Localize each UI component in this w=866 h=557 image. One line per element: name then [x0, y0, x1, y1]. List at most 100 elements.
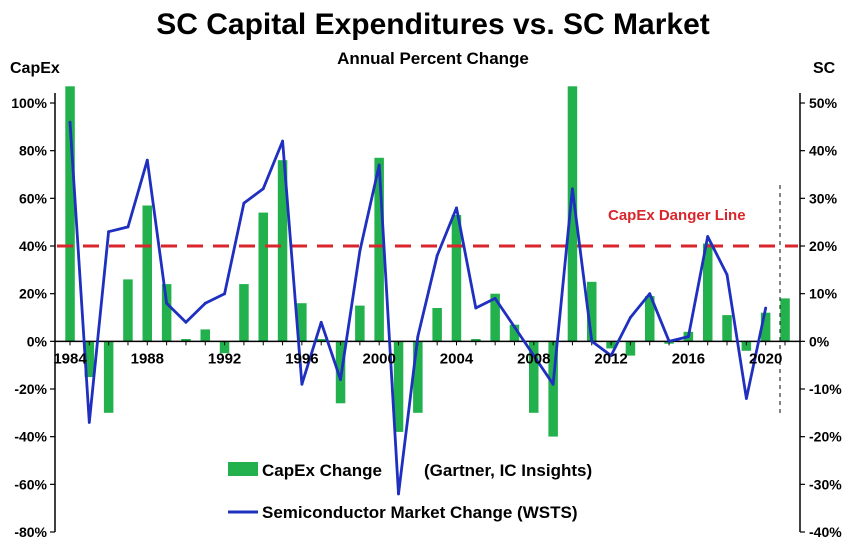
capex-bar [509, 324, 520, 342]
capex-bar [277, 160, 288, 342]
sc-market-point [377, 163, 381, 167]
capex-bar [548, 341, 558, 437]
sc-market-point [145, 158, 149, 162]
tick-labels: 100% 80% 60% 40% 20% 0% -20% -40% -60% -80% 50% 40%… [11, 95, 842, 540]
sc-market-line-group [68, 120, 768, 496]
capex-bar [567, 86, 578, 342]
sc-market-point [281, 139, 284, 143]
capex-bar [374, 157, 384, 342]
sc-market-point [706, 235, 710, 238]
capex-bars [65, 86, 790, 437]
capex-bar [703, 243, 713, 342]
x-tick-label: 1984 [53, 350, 87, 367]
sc-market-point [203, 301, 207, 305]
sc-market-point [223, 292, 227, 296]
capex-bar [84, 341, 95, 377]
left-tick-label: 40% [19, 238, 48, 254]
sc-market-point [416, 335, 420, 338]
legend-capex-source: (Gartner, IC Insights) [424, 461, 592, 480]
right-tick-label: 20% [809, 238, 838, 254]
right-tick-label: 30% [809, 190, 838, 206]
sc-market-point [764, 306, 768, 310]
capex-bar [490, 293, 500, 342]
right-tick-label: -10% [809, 381, 842, 397]
capex-bar [297, 303, 307, 342]
sc-market-point [745, 397, 748, 400]
axes [50, 93, 805, 533]
x-tick-label: 1996 [285, 350, 318, 367]
x-tick-label: 2012 [594, 350, 627, 367]
right-tick-label: -30% [809, 476, 842, 492]
capex-bar [142, 205, 152, 342]
sc-market-point [629, 316, 632, 319]
sc-market-point [300, 382, 304, 386]
sc-market-point [68, 120, 72, 124]
chart-title: SC Capital Expenditures vs. SC Market [156, 8, 710, 41]
sc-market-point [609, 354, 613, 357]
x-tick-label: 2008 [517, 350, 550, 367]
legend-capex-label: CapEx Change [262, 461, 382, 480]
right-axis-label: SC [813, 60, 836, 77]
capex-bar [722, 315, 732, 342]
capex-bar [760, 312, 771, 342]
chart-subtitle: Annual Percent Change [337, 49, 529, 68]
right-tick-label: -20% [809, 429, 842, 445]
sc-market-point [242, 201, 246, 205]
capex-bar [471, 339, 481, 342]
left-tick-label: 100% [11, 95, 47, 111]
left-tick-label: -80% [14, 524, 47, 540]
capex-bar [258, 212, 268, 342]
sc-market-point [319, 320, 323, 324]
sc-market-point [474, 306, 478, 310]
x-tick-label: 2020 [749, 350, 782, 367]
x-tick-label: 2004 [440, 350, 474, 367]
legend: CapEx Change (Gartner, IC Insights) Semi… [228, 461, 592, 522]
sc-market-point [261, 187, 265, 191]
x-tick-label: 2016 [672, 350, 705, 367]
sc-market-point [725, 273, 729, 276]
capex-bar [451, 215, 462, 342]
capex-bar [587, 281, 597, 342]
capex-bar [219, 341, 230, 354]
sc-market-point [667, 339, 671, 343]
right-tick-label: -40% [809, 524, 842, 540]
capex-bar [123, 279, 133, 342]
capex-bar [103, 341, 114, 413]
sc-market-point [358, 249, 362, 253]
capex-bar [780, 298, 790, 342]
legend-sc-label: Semiconductor Market Change (WSTS) [262, 503, 577, 522]
sc-market-point [87, 421, 91, 424]
capex-bar [161, 284, 172, 342]
right-tick-label: 0% [809, 333, 830, 349]
right-tick-label: 40% [809, 143, 838, 159]
sc-market-point [397, 492, 400, 496]
sc-market-point [532, 354, 536, 357]
sc-market-point [513, 325, 516, 329]
left-tick-label: 20% [19, 286, 48, 302]
capex-bar [355, 305, 365, 342]
capex-bar [741, 341, 752, 351]
left-tick-label: -20% [14, 381, 47, 397]
x-tick-label: 1988 [131, 350, 164, 367]
sc-market-point [165, 301, 169, 305]
sc-market-point [590, 339, 594, 343]
capex-bar [625, 341, 636, 356]
sc-market-point [571, 187, 574, 191]
sc-market-point [435, 254, 439, 257]
sc-market-point [493, 297, 497, 300]
left-tick-label: 0% [27, 333, 48, 349]
capex-bar [200, 329, 210, 342]
sc-market-point [551, 382, 555, 386]
capex-bar [181, 339, 191, 342]
sc-market-point [339, 378, 342, 381]
left-axis-label: CapEx [10, 60, 60, 77]
right-tick-label: 10% [809, 286, 838, 302]
legend-capex-swatch [228, 462, 258, 476]
capex-bar [393, 341, 404, 432]
capex-bar [529, 341, 539, 413]
left-tick-label: -40% [14, 429, 47, 445]
capex-bar [645, 296, 655, 342]
sc-market-point [184, 320, 188, 324]
sc-market-point [126, 225, 130, 229]
